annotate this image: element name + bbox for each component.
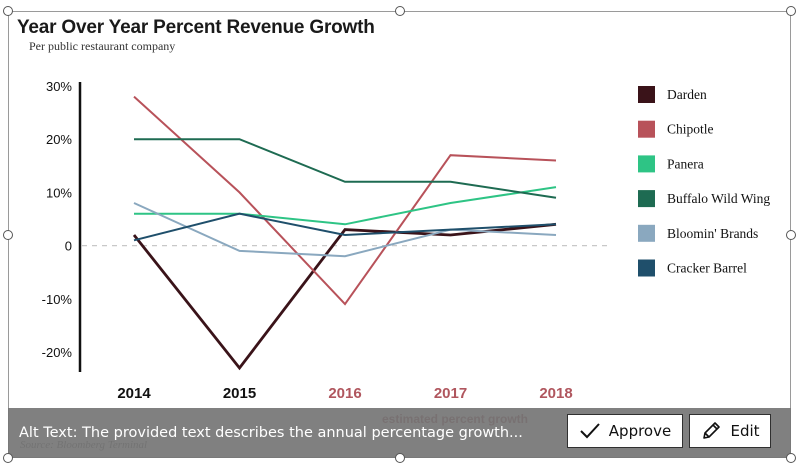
legend-swatch-0 [638, 86, 655, 103]
legend-label-4: Bloomin' Brands [667, 226, 758, 241]
alt-text-bar: Alt Text: The provided text describes th… [8, 408, 791, 458]
series-line-5 [133, 212, 557, 242]
edit-button[interactable]: Edit [689, 414, 771, 448]
resize-handle-top-left[interactable] [3, 6, 13, 16]
y-tick-label: 0 [65, 239, 72, 254]
y-tick-label: 30% [46, 79, 72, 94]
pencil-icon [703, 422, 721, 439]
legend-label-2: Panera [667, 156, 704, 171]
x-tick-label: 2016 [328, 385, 361, 402]
x-tick-label: 2018 [539, 385, 572, 402]
legend-label-5: Cracker Barrel [667, 261, 747, 276]
resize-handle-bottom-center[interactable] [395, 453, 405, 463]
series-line-4 [133, 202, 557, 258]
legend-swatch-2 [638, 155, 655, 173]
resize-handle-bottom-right[interactable] [786, 453, 796, 463]
resize-handle-middle-left[interactable] [3, 230, 13, 240]
legend-label-1: Chipotle [667, 122, 714, 137]
legend-label-0: Darden [667, 87, 707, 102]
resize-handle-bottom-left[interactable] [3, 453, 13, 463]
resize-handle-top-right[interactable] [786, 6, 796, 16]
x-tick-label: 2014 [117, 385, 151, 402]
y-tick-label: -10% [42, 292, 73, 307]
check-icon [580, 423, 600, 439]
y-tick-label: -20% [42, 345, 73, 360]
resize-handle-top-center[interactable] [395, 6, 405, 16]
series-line-2 [134, 186, 557, 226]
legend-label-3: Buffalo Wild Wing [667, 191, 770, 206]
x-tick-label: 2017 [434, 385, 467, 402]
approve-button[interactable]: Approve [567, 414, 683, 448]
edit-button-label: Edit [730, 422, 760, 440]
approve-button-label: Approve [608, 422, 672, 440]
legend-swatch-3 [638, 190, 655, 208]
legend-swatch-4 [638, 224, 655, 242]
alt-text-description[interactable]: Alt Text: The provided text describes th… [19, 425, 523, 441]
resize-handle-middle-right[interactable] [786, 230, 796, 240]
legend-swatch-1 [638, 120, 655, 138]
chart-subtitle: Per public restaurant company [29, 39, 176, 53]
legend-swatch-5 [638, 259, 655, 277]
y-tick-label: 10% [46, 185, 72, 200]
y-tick-label: 20% [46, 132, 72, 147]
series-line-3 [134, 138, 557, 199]
series-line-1 [133, 95, 557, 306]
x-tick-label: 2015 [223, 385, 256, 402]
chart-title: Year Over Year Percent Revenue Growth [17, 17, 375, 38]
